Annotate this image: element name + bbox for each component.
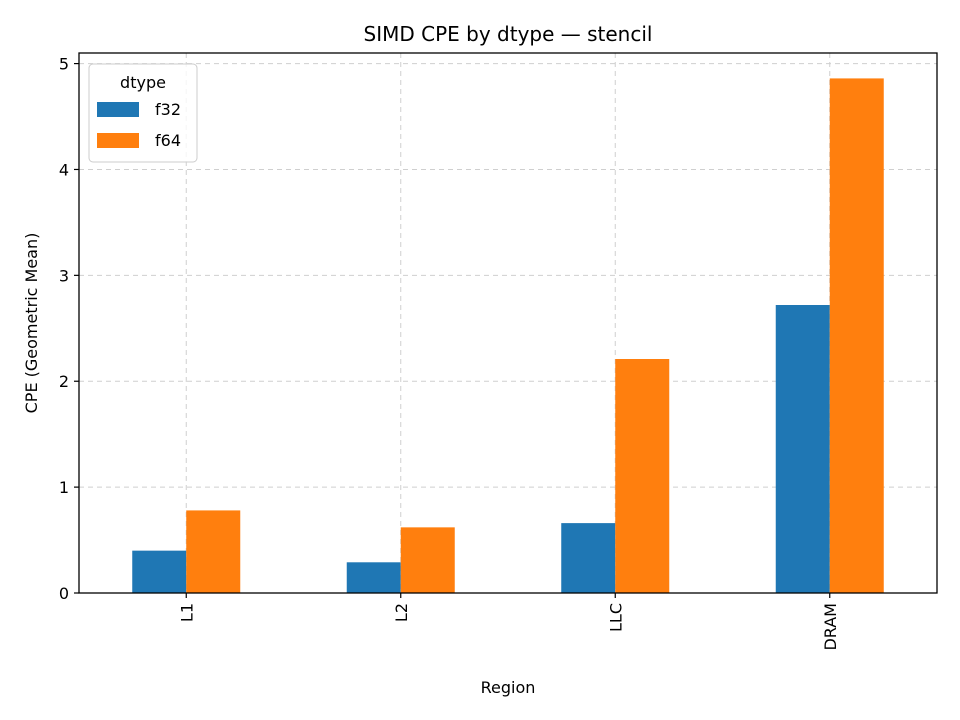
y-tick-label: 2 [59,372,69,391]
y-tick-label: 5 [59,55,69,74]
legend: dtype f32 f64 [88,63,198,163]
bar-f32-DRAM [775,305,830,593]
bars [132,78,884,594]
legend-label-f32: f32 [155,100,181,119]
x-tick-label: LLC [606,603,625,632]
x-tick-label: L1 [177,603,196,622]
chart-title: SIMD CPE by dtype — stencil [364,22,653,46]
bar-f64-DRAM [829,78,884,594]
x-axis-label: Region [481,678,536,697]
y-tick-label: 4 [59,160,69,179]
x-tick-label: DRAM [821,603,840,651]
bar-f32-LLC [561,523,616,593]
legend-label-f64: f64 [155,131,181,150]
bar-f32-L1 [132,550,187,593]
bar-f64-L2 [400,527,455,593]
bar-f64-LLC [615,359,670,593]
legend-swatch-f64 [97,133,139,148]
legend-title: dtype [120,73,166,92]
x-axis: L1 L2 LLC DRAM [177,593,840,651]
x-tick-label: L2 [392,603,411,622]
y-axis: 0 1 2 3 4 5 [59,55,79,603]
plot-frame [78,52,938,594]
legend-swatch-f32 [97,102,139,117]
y-tick-label: 0 [59,584,69,603]
y-tick-label: 1 [59,478,69,497]
bar-f64-L1 [186,510,241,593]
bar-f32-L2 [346,562,401,593]
y-tick-label: 3 [59,266,69,285]
y-axis-label: CPE (Geometric Mean) [22,233,41,414]
